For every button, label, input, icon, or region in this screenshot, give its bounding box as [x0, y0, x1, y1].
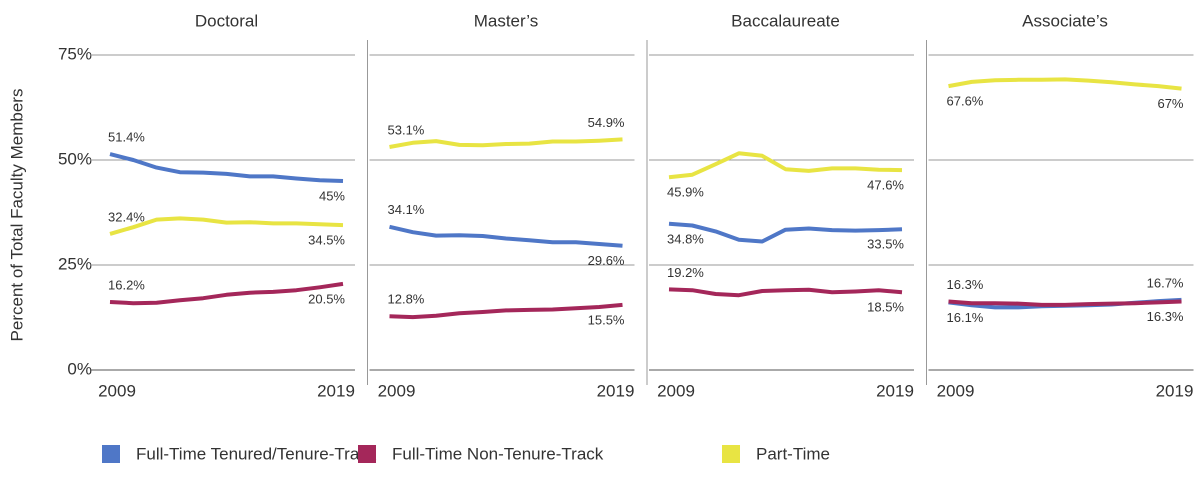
y-tick-label: 25% — [58, 254, 92, 273]
series-line — [668, 151, 903, 180]
data-label: 29.6% — [588, 253, 625, 268]
data-label: 33.5% — [867, 237, 904, 252]
x-tick-label: 2009 — [937, 381, 975, 400]
data-label: 32.4% — [108, 209, 145, 224]
legend-label: Full-Time Tenured/Tenure-Track — [136, 444, 377, 463]
data-label: 67.6% — [947, 94, 984, 109]
series-line — [109, 281, 344, 306]
data-label: 54.9% — [588, 115, 625, 130]
y-tick-label: 50% — [58, 149, 92, 168]
data-label: 16.2% — [108, 277, 145, 292]
data-label: 12.8% — [388, 292, 425, 307]
panel-title: Associate’s — [1022, 11, 1108, 30]
data-label: 51.4% — [108, 130, 145, 145]
data-label: 20.5% — [308, 291, 345, 306]
data-label: 45% — [319, 188, 345, 203]
legend-swatch — [358, 445, 376, 463]
panel-title: Doctoral — [195, 11, 258, 30]
data-label: 16.3% — [947, 277, 984, 292]
data-label: 47.6% — [867, 178, 904, 193]
x-tick-label: 2019 — [1156, 381, 1194, 400]
y-tick-label: 75% — [58, 44, 92, 63]
legend-label: Part-Time — [756, 444, 830, 463]
data-label: 45.9% — [667, 185, 704, 200]
data-label: 16.7% — [1147, 275, 1184, 290]
data-label: 19.2% — [667, 265, 704, 280]
series-line — [109, 216, 344, 236]
series-line — [109, 152, 344, 183]
legend-swatch — [102, 445, 120, 463]
data-label: 34.1% — [388, 202, 425, 217]
series-line — [668, 221, 903, 244]
data-label: 67% — [1157, 96, 1183, 111]
legend-label: Full-Time Non-Tenure-Track — [392, 444, 604, 463]
x-tick-label: 2019 — [876, 381, 914, 400]
data-label: 18.5% — [867, 300, 904, 315]
data-label: 16.3% — [1147, 309, 1184, 324]
x-tick-label: 2009 — [657, 381, 695, 400]
data-label: 16.1% — [947, 310, 984, 325]
panel-title: Baccalaureate — [731, 11, 840, 30]
data-label: 34.5% — [308, 233, 345, 248]
x-tick-label: 2009 — [98, 381, 136, 400]
y-tick-label: 0% — [67, 359, 92, 378]
series-line — [389, 302, 623, 320]
data-label: 53.1% — [388, 122, 425, 137]
series-line — [389, 137, 623, 149]
data-label: 15.5% — [588, 312, 625, 327]
x-tick-label: 2009 — [378, 381, 416, 400]
series-line — [668, 287, 903, 298]
series-line — [948, 77, 1182, 91]
legend-swatch — [722, 445, 740, 463]
data-label: 34.8% — [667, 231, 704, 246]
series-line — [948, 299, 1182, 307]
y-axis-label: Percent of Total Faculty Members — [7, 89, 26, 342]
series-line — [389, 224, 623, 248]
panel-title: Master’s — [474, 11, 539, 30]
x-tick-label: 2019 — [597, 381, 635, 400]
x-tick-label: 2019 — [317, 381, 355, 400]
